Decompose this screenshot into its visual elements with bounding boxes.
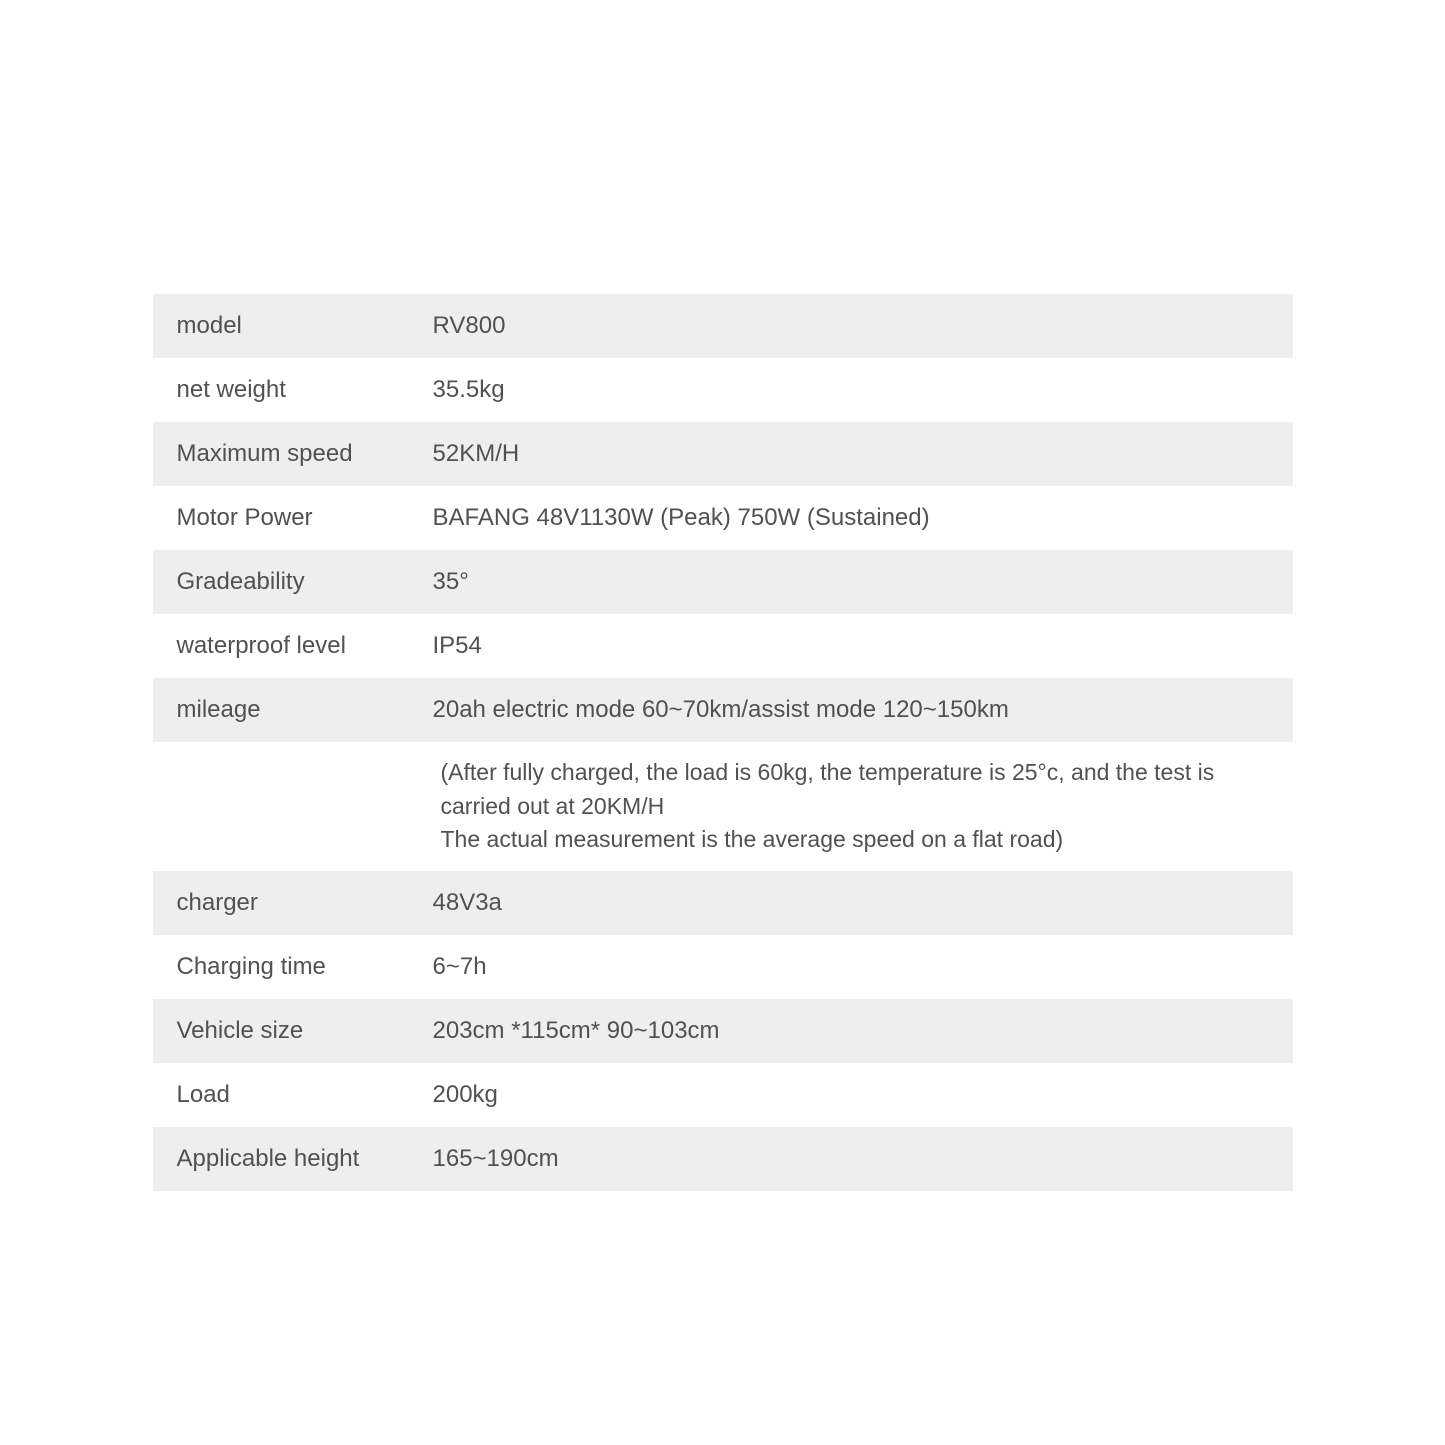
- table-row: Load 200kg: [153, 1063, 1293, 1127]
- spec-value: IP54: [433, 632, 1293, 660]
- spec-label: Charging time: [153, 953, 433, 981]
- spec-label: Gradeability: [153, 568, 433, 596]
- table-row: waterproof level IP54: [153, 614, 1293, 678]
- table-row: Applicable height 165~190cm: [153, 1127, 1293, 1191]
- spec-value: 20ah electric mode 60~70km/assist mode 1…: [433, 696, 1293, 724]
- spec-value: BAFANG 48V1130W (Peak) 750W (Sustained): [433, 504, 1293, 532]
- table-row: model RV800: [153, 294, 1293, 358]
- table-row: charger 48V3a: [153, 871, 1293, 935]
- spec-label: mileage: [153, 696, 433, 724]
- spec-label: net weight: [153, 376, 433, 404]
- spec-label: Motor Power: [153, 504, 433, 532]
- spec-label: Load: [153, 1081, 433, 1109]
- spec-value: 48V3a: [433, 889, 1293, 917]
- spec-note-value: (After fully charged, the load is 60kg, …: [433, 756, 1293, 856]
- table-row: net weight 35.5kg: [153, 358, 1293, 422]
- table-row: mileage 20ah electric mode 60~70km/assis…: [153, 678, 1293, 742]
- spec-value: 165~190cm: [433, 1145, 1293, 1173]
- spec-label: Maximum speed: [153, 440, 433, 468]
- spec-value: 35°: [433, 568, 1293, 596]
- spec-label: Applicable height: [153, 1145, 433, 1173]
- spec-value: 52KM/H: [433, 440, 1293, 468]
- specification-table: model RV800 net weight 35.5kg Maximum sp…: [153, 294, 1293, 1190]
- spec-value: RV800: [433, 312, 1293, 340]
- table-row: Gradeability 35°: [153, 550, 1293, 614]
- spec-label: Vehicle size: [153, 1017, 433, 1045]
- spec-label: charger: [153, 889, 433, 917]
- table-row: Vehicle size 203cm *115cm* 90~103cm: [153, 999, 1293, 1063]
- table-row: Charging time 6~7h: [153, 935, 1293, 999]
- table-row: Motor Power BAFANG 48V1130W (Peak) 750W …: [153, 486, 1293, 550]
- spec-value: 35.5kg: [433, 376, 1293, 404]
- table-row: Maximum speed 52KM/H: [153, 422, 1293, 486]
- table-row-note: (After fully charged, the load is 60kg, …: [153, 742, 1293, 870]
- spec-label: waterproof level: [153, 632, 433, 660]
- spec-label: model: [153, 312, 433, 340]
- spec-value: 203cm *115cm* 90~103cm: [433, 1017, 1293, 1045]
- spec-value: 6~7h: [433, 953, 1293, 981]
- spec-value: 200kg: [433, 1081, 1293, 1109]
